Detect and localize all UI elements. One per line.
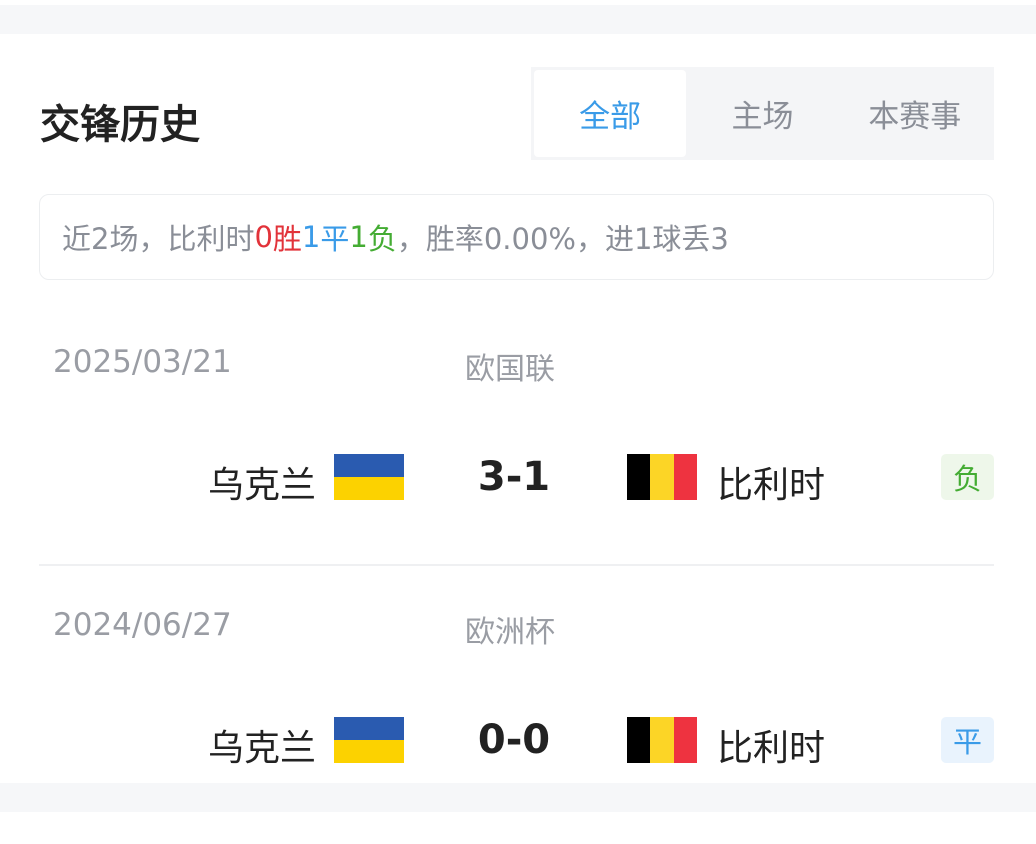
- divider: [39, 564, 994, 566]
- match-date: 2025/03/21: [53, 344, 232, 380]
- losses-count: 1: [349, 220, 368, 254]
- match-competition: 欧国联: [465, 352, 555, 387]
- away-team: 比利时: [717, 728, 826, 769]
- match-competition: 欧洲杯: [465, 615, 555, 650]
- draws-label: 平: [320, 222, 350, 256]
- bottom-spacer: [0, 783, 1036, 812]
- belgium-flag-icon: [627, 717, 697, 763]
- result-badge: 平: [941, 717, 994, 763]
- record-summary: 近2场，比利时 0 胜 1 平 1 负，胜率0.00%，进1球丢3: [39, 194, 994, 280]
- ukraine-flag-icon: [334, 454, 404, 500]
- match-score: 0-0: [477, 717, 551, 763]
- belgium-flag-icon: [627, 454, 697, 500]
- top-spacer: [0, 5, 1036, 34]
- draws-count: 1: [301, 220, 321, 254]
- tab-all[interactable]: 全部: [534, 70, 687, 157]
- home-team: 乌克兰: [207, 728, 316, 769]
- home-team: 乌克兰: [207, 465, 316, 506]
- result-badge: 负: [941, 454, 994, 500]
- wins-label: 胜: [272, 222, 302, 256]
- wins-count: 0: [254, 220, 273, 254]
- filter-tabs: 全部 主场 本赛事: [531, 67, 994, 160]
- match-date: 2024/06/27: [53, 607, 232, 643]
- match-score: 3-1: [477, 454, 551, 500]
- summary-suffix: ，胜率0.00%，进1球丢3: [396, 222, 729, 256]
- away-team: 比利时: [717, 465, 826, 506]
- page-title: 交锋历史: [40, 102, 200, 148]
- tab-this-competition[interactable]: 本赛事: [868, 99, 962, 135]
- losses-label: 负: [367, 222, 397, 256]
- tab-home[interactable]: 主场: [731, 99, 794, 135]
- ukraine-flag-icon: [334, 717, 404, 763]
- summary-prefix: 近2场，比利时: [62, 222, 255, 256]
